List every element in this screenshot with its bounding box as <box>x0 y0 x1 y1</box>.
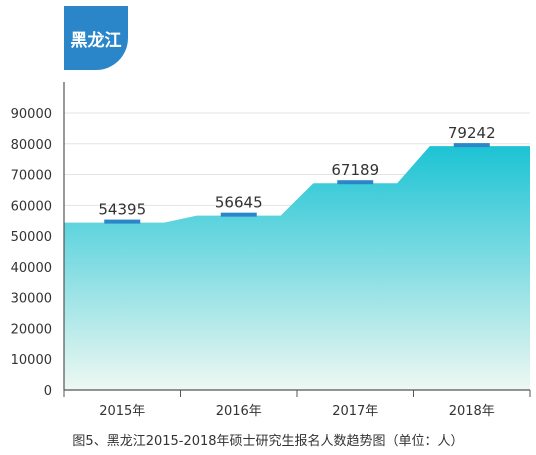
data-markers <box>104 143 490 224</box>
y-axis-ticks: 0 10000 20000 30000 40000 50000 60000 70000 8000… <box>11 107 52 399</box>
axes <box>63 82 531 397</box>
area-fill <box>64 146 530 390</box>
data-marker <box>337 180 374 185</box>
figure-caption: 图5、黑龙江2015-2018年硕士研究生报名人数趋势图（单位：人） <box>72 434 464 449</box>
region-badge-title: 黑龙江 <box>70 30 122 51</box>
y-tick-label: 40000 <box>11 261 52 276</box>
y-tick-label: 10000 <box>11 353 52 368</box>
y-tick-label: 30000 <box>11 292 52 307</box>
data-label: 56645 <box>215 194 263 212</box>
y-tick-label: 50000 <box>11 230 52 245</box>
area-series <box>64 146 530 390</box>
data-marker <box>104 219 141 224</box>
data-marker <box>453 143 490 148</box>
data-labels: 54395 56645 67189 79242 <box>98 124 495 218</box>
y-tick-label: 60000 <box>11 199 52 214</box>
x-tick-label: 2015年 <box>99 404 145 419</box>
x-tick-label: 2017年 <box>332 404 378 419</box>
data-label: 54395 <box>98 201 146 219</box>
x-axis-ticks: 2015年 2016年 2017年 2018年 <box>99 404 495 419</box>
y-tick-label: 90000 <box>11 107 52 122</box>
x-tick-label: 2018年 <box>449 404 495 419</box>
data-label: 79242 <box>448 124 496 142</box>
x-tick-label: 2016年 <box>216 404 262 419</box>
data-marker <box>220 212 257 217</box>
region-badge: 黑龙江 <box>64 6 128 70</box>
y-tick-label: 20000 <box>11 322 52 337</box>
y-tick-label: 80000 <box>11 138 52 153</box>
y-tick-label: 70000 <box>11 169 52 184</box>
y-tick-label: 0 <box>44 384 52 399</box>
data-label: 67189 <box>331 161 379 179</box>
